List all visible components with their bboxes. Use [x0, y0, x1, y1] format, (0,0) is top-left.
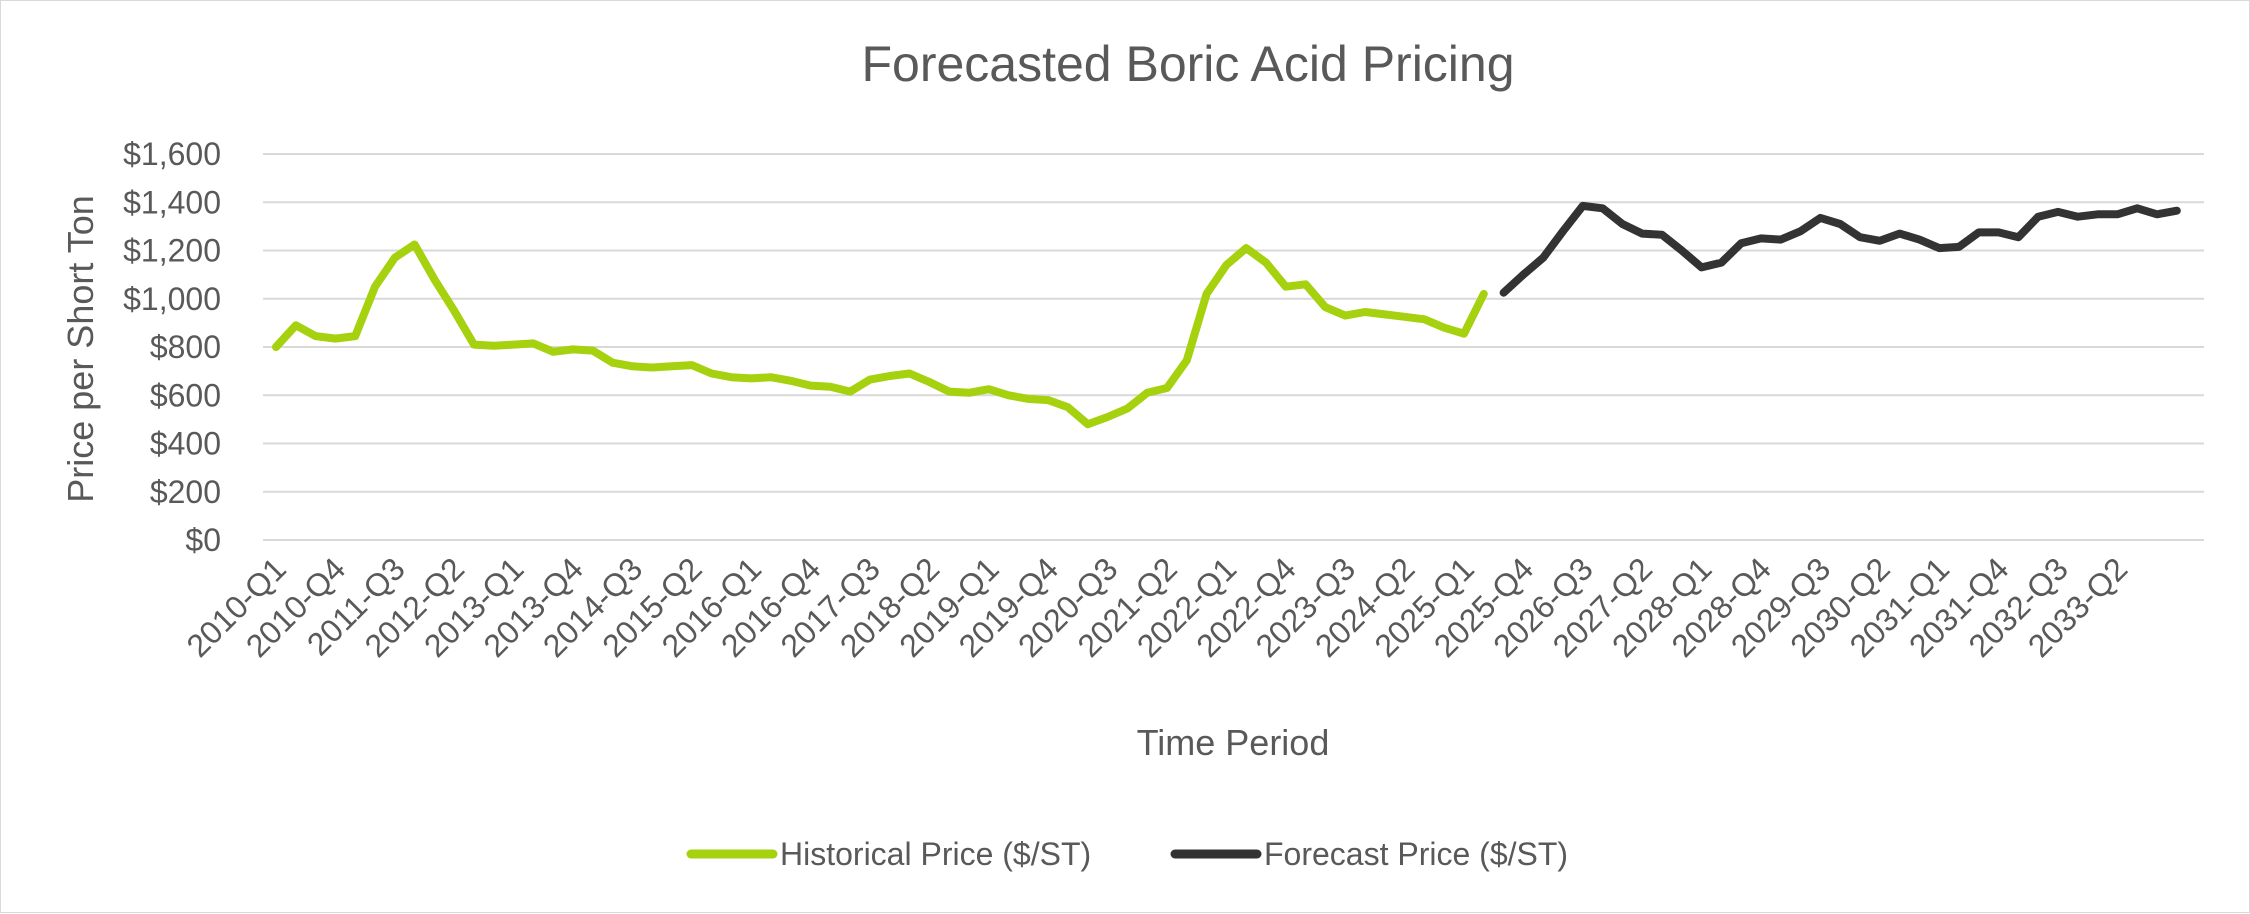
series-lines	[272, 201, 2181, 429]
series-line-historical	[272, 240, 1488, 429]
gridlines	[263, 153, 2204, 541]
y-tick-label: $1,400	[123, 184, 221, 220]
y-tick-label: $600	[150, 377, 221, 413]
y-tick-label: $1,000	[123, 281, 221, 317]
y-axis-tick-labels: $0 $200 $400 $600 $800 $1,000 $1,200 $1,400 $1,6…	[123, 136, 221, 558]
y-tick-label: $0	[185, 522, 221, 558]
x-axis-title: Time Period	[1137, 722, 1330, 763]
y-tick-label: $1,200	[123, 233, 221, 269]
y-tick-label: $800	[150, 329, 221, 365]
y-axis-title: Price per Short Ton	[60, 195, 101, 503]
chart-title: Forecasted Boric Acid Pricing	[861, 36, 1514, 92]
legend-label-historical: Historical Price ($/ST)	[780, 836, 1091, 872]
legend-label-forecast: Forecast Price ($/ST)	[1264, 836, 1568, 872]
y-tick-label: $1,600	[123, 136, 221, 172]
y-tick-label: $400	[150, 426, 221, 462]
legend: Historical Price ($/ST) Forecast Price (…	[686, 836, 1568, 872]
series-line-forecast	[1499, 201, 2181, 297]
x-axis-tick-labels: 2010-Q12010-Q42011-Q32012-Q22013-Q12013-…	[179, 550, 2134, 664]
y-tick-label: $200	[150, 474, 221, 510]
